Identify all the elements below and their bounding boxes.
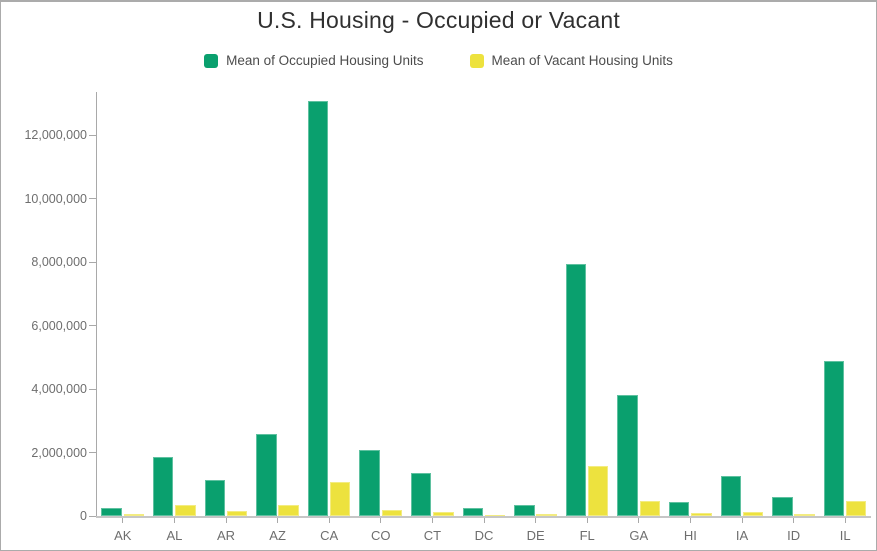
- y-axis-tick-label: 8,000,000: [31, 255, 87, 270]
- bar-occupied-DE[interactable]: [514, 505, 535, 516]
- x-axis-label-HI: HI: [683, 528, 697, 543]
- y-axis-tick: [89, 198, 96, 200]
- bar-occupied-ID[interactable]: [772, 496, 793, 516]
- x-axis-label-ID: ID: [787, 528, 801, 543]
- y-axis-tick-label: 4,000,000: [31, 382, 87, 397]
- y-axis-tick: [89, 515, 96, 517]
- x-axis-line: [96, 516, 871, 518]
- bar-occupied-CT[interactable]: [411, 473, 432, 516]
- bar-occupied-HI[interactable]: [669, 502, 690, 516]
- x-axis-label-CO: CO: [371, 528, 391, 543]
- bar-occupied-AL[interactable]: [153, 457, 174, 516]
- bar-occupied-FL[interactable]: [565, 264, 587, 516]
- bar-occupied-AZ[interactable]: [256, 433, 277, 516]
- x-axis-tick: [741, 518, 743, 523]
- x-axis-tick: [122, 518, 124, 523]
- x-axis-label-DC: DC: [474, 528, 494, 543]
- x-axis-tick: [277, 518, 279, 523]
- x-axis-tick: [535, 518, 537, 523]
- x-axis-label-DE: DE: [526, 528, 545, 543]
- x-axis-label-FL: FL: [579, 528, 595, 543]
- y-axis-tick: [89, 452, 96, 454]
- x-axis-tick: [328, 518, 330, 523]
- x-axis-label-AK: AK: [114, 528, 132, 543]
- x-axis-label-CA: CA: [320, 528, 339, 543]
- bar-vacant-DC[interactable]: [484, 515, 506, 516]
- x-axis-tick: [586, 518, 588, 523]
- x-axis-tick: [173, 518, 175, 523]
- occupied-series-swatch-icon: [204, 53, 219, 68]
- x-axis-label-AR: AR: [216, 528, 236, 543]
- x-axis-label-IL: IL: [839, 528, 851, 543]
- y-axis-tick: [89, 325, 96, 327]
- bar-occupied-DC[interactable]: [462, 508, 483, 516]
- bar-vacant-AR[interactable]: [226, 510, 248, 516]
- bar-vacant-CA[interactable]: [330, 482, 351, 516]
- legend-item-occupied[interactable]: Mean of Occupied Housing Units: [204, 53, 424, 68]
- legend-label-vacant: Mean of Vacant Housing Units: [491, 53, 673, 68]
- y-axis-tick: [89, 261, 96, 263]
- bar-occupied-CO[interactable]: [359, 449, 380, 516]
- x-axis-label-CT: CT: [423, 528, 442, 543]
- bar-vacant-CT[interactable]: [433, 512, 454, 516]
- y-axis-tick-label: 6,000,000: [31, 318, 87, 333]
- x-axis-tick: [793, 518, 795, 523]
- y-axis-tick-label: 12,000,000: [24, 128, 87, 143]
- y-axis-tick-label: 2,000,000: [31, 445, 87, 460]
- x-axis-label-GA: GA: [629, 528, 649, 543]
- y-axis-tick: [89, 388, 96, 390]
- bar-vacant-AL[interactable]: [175, 504, 196, 516]
- bar-occupied-AK[interactable]: [101, 508, 122, 516]
- x-axis-tick: [225, 518, 227, 523]
- bar-vacant-HI[interactable]: [691, 513, 712, 516]
- y-axis-tick-label: 0: [80, 509, 87, 523]
- x-axis-label-AZ: AZ: [269, 528, 286, 543]
- bar-occupied-IA[interactable]: [720, 476, 741, 516]
- x-axis-tick: [431, 518, 433, 523]
- chart-title: U.S. Housing - Occupied or Vacant: [257, 7, 620, 33]
- bar-vacant-IL[interactable]: [846, 501, 867, 516]
- bar-vacant-DE[interactable]: [536, 513, 557, 516]
- x-axis-label-IA: IA: [735, 528, 749, 543]
- bar-occupied-AR[interactable]: [204, 480, 225, 516]
- x-axis-tick: [380, 518, 382, 523]
- bar-occupied-GA[interactable]: [617, 395, 638, 516]
- bar-vacant-AZ[interactable]: [278, 504, 299, 516]
- bar-vacant-GA[interactable]: [639, 501, 660, 516]
- x-axis-tick: [483, 518, 485, 523]
- y-axis-tick: [89, 134, 96, 136]
- x-axis-tick: [844, 518, 846, 523]
- x-axis-label-AL: AL: [166, 528, 183, 543]
- bar-occupied-IL[interactable]: [823, 361, 845, 516]
- x-axis-tick: [689, 518, 691, 523]
- x-axis-tick: [638, 518, 640, 523]
- bar-vacant-ID[interactable]: [794, 513, 815, 516]
- bar-occupied-CA[interactable]: [307, 100, 329, 516]
- y-axis-tick-label: 10,000,000: [24, 191, 87, 206]
- legend-label-occupied: Mean of Occupied Housing Units: [226, 53, 424, 68]
- legend-item-vacant[interactable]: Mean of Vacant Housing Units: [469, 53, 673, 68]
- y-axis-line: [96, 92, 97, 517]
- vacant-series-swatch-icon: [469, 53, 484, 68]
- plot-area: 0 2,000,000 4,000,000 6,000,000 8,000,000 10,…: [24, 92, 871, 543]
- bar-vacant-FL[interactable]: [588, 465, 609, 516]
- bar-vacant-AK[interactable]: [123, 514, 144, 516]
- legend: Mean of Occupied Housing Units Mean of V…: [1, 53, 876, 68]
- bar-vacant-IA[interactable]: [742, 511, 764, 516]
- bar-vacant-CO[interactable]: [381, 509, 402, 516]
